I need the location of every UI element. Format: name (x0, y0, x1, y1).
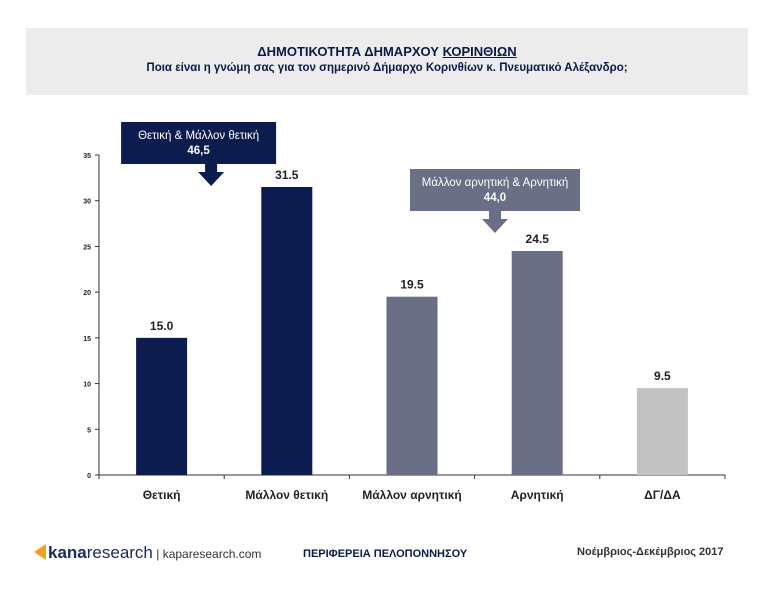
y-tick-label: 30 (83, 199, 91, 206)
logo-research: research (86, 543, 153, 562)
callout-value: 46,5 (187, 145, 210, 157)
callout-label: Θετική & Μάλλον θετική (138, 130, 259, 142)
logo-separator: | (152, 547, 163, 561)
bar-value-label: 19.5 (400, 278, 424, 292)
logo-mark-icon (34, 544, 46, 560)
category-label: Θετική (143, 488, 181, 502)
y-tick-label: 10 (83, 382, 91, 389)
footer-date: Νοέμβριος-Δεκέμβριος 2017 (577, 546, 724, 558)
bar-value-label: 31.5 (275, 168, 299, 182)
y-tick-label: 35 (83, 153, 91, 160)
bar-value-label: 24.5 (526, 232, 550, 246)
y-tick-label: 15 (83, 336, 91, 343)
category-label: ΔΓ/ΔΑ (644, 488, 681, 502)
kana-research-logo: kanaresearch | kaparesearch.com (34, 543, 261, 563)
footer-region: ΠΕΡΙΦΕΡΕΙΑ ΠΕΛΟΠΟΝΝΗΣΟΥ (303, 548, 468, 560)
y-tick-label: 25 (83, 244, 91, 251)
callout-value: 44,0 (484, 192, 506, 204)
category-label: Μάλλον αρνητική (362, 488, 461, 502)
y-tick-label: 5 (87, 427, 91, 434)
chart-title: ΔΗΜΟΤΙΚΟΤΗΤΑ ΔΗΜΑΡΧΟΥ ΚΟΡΙΝΘΙΩΝ (26, 44, 748, 59)
callout-box (121, 122, 277, 164)
bar (386, 296, 438, 475)
category-label: Αρνητική (511, 488, 564, 502)
y-tick-label: 20 (83, 290, 91, 297)
title-underlined: ΚΟΡΙΝΘΙΩΝ (442, 44, 517, 59)
bar-value-label: 9.5 (654, 369, 671, 383)
bar (136, 337, 188, 475)
logo-kana: kana (48, 543, 87, 562)
callout-box (410, 169, 580, 211)
bar-chart: 0 5 10 15 20 25 30 35 15.0 Θετική 31.5 Μάλλον θετικ… (83, 122, 726, 502)
chart-header: ΔΗΜΟΤΙΚΟΤΗΤΑ ΔΗΜΑΡΧΟΥ ΚΟΡΙΝΘΙΩΝ Ποια είν… (26, 28, 748, 95)
logo-website: kaparesearch.com (162, 547, 262, 561)
bar-value-label: 15.0 (150, 319, 174, 333)
callout-arrow-icon (482, 211, 508, 233)
title-prefix: ΔΗΜΟΤΙΚΟΤΗΤΑ ΔΗΜΑΡΧΟΥ (257, 44, 443, 59)
category-label: Μάλλον θετική (245, 488, 328, 502)
callout-arrow-icon (198, 164, 225, 186)
chart-subtitle: Ποια είναι η γνώμη σας για τον σημερινό … (146, 62, 628, 74)
bar (636, 388, 688, 475)
bar (511, 251, 563, 475)
bar (261, 187, 313, 475)
callout-label: Μάλλον αρνητική & Αρνητική (422, 177, 569, 189)
y-tick-label: 0 (87, 473, 91, 480)
